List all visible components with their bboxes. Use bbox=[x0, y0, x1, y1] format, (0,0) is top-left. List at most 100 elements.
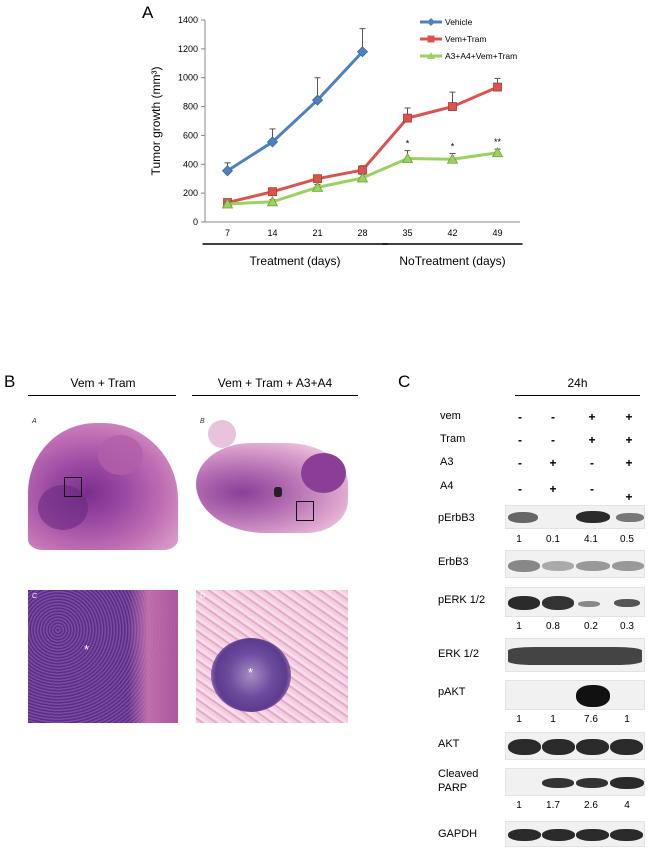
quant-perk-2: 0.8 bbox=[546, 621, 560, 632]
x-tick-label: 42 bbox=[447, 228, 457, 238]
y-tick-label: 600 bbox=[183, 130, 198, 140]
legend-label-1: Vehicle bbox=[445, 17, 473, 27]
x-tick-label: 14 bbox=[267, 228, 277, 238]
panel-b-col1-underline bbox=[28, 395, 176, 396]
sign-a3-1: - bbox=[518, 456, 522, 470]
histology-d-label: D bbox=[200, 593, 206, 600]
y-tick-label: 200 bbox=[183, 188, 198, 198]
legend-marker-2 bbox=[427, 35, 435, 43]
treatment-label-a3: A3 bbox=[440, 456, 454, 468]
band-perbb3-4 bbox=[616, 513, 644, 522]
data-point bbox=[356, 172, 369, 183]
sign-vem-3: + bbox=[588, 410, 596, 424]
quant-pakt-4: 1 bbox=[624, 714, 630, 725]
histology-a-label: A bbox=[32, 418, 37, 425]
legend-label-2: Vem+Tram bbox=[445, 34, 487, 44]
data-point bbox=[221, 165, 234, 177]
series-line-1 bbox=[226, 50, 364, 173]
sign-tram-2: - bbox=[551, 433, 555, 447]
data-point bbox=[491, 146, 504, 158]
band-akt-2 bbox=[542, 739, 575, 755]
sign-a4-1: - bbox=[518, 482, 522, 496]
data-point bbox=[313, 174, 322, 184]
sign-a4-2: + bbox=[549, 482, 557, 496]
quant-parp-3: 2.6 bbox=[584, 800, 598, 811]
quant-perk-1: 1 bbox=[516, 621, 522, 632]
sign-vem-2: - bbox=[551, 410, 555, 424]
panel-a-letter: A bbox=[142, 3, 154, 22]
panel-b-col1-title: Vem + Tram bbox=[70, 376, 136, 390]
blot-label-gapdh: GAPDH bbox=[438, 828, 478, 840]
blot-label-perk: pERK 1/2 bbox=[438, 594, 486, 606]
quant-perbb3-3: 4.1 bbox=[584, 534, 598, 545]
quant-perk-4: 0.3 bbox=[620, 621, 634, 632]
data-point bbox=[268, 187, 277, 197]
time-underline bbox=[515, 395, 640, 396]
data-point bbox=[401, 152, 414, 163]
y-tick-label: 1200 bbox=[178, 44, 198, 54]
blot-akt bbox=[505, 732, 645, 760]
panel-c-letter: C bbox=[398, 372, 411, 391]
treatment-label-tram: Tram bbox=[440, 433, 466, 445]
histology-b-region-box bbox=[296, 501, 314, 521]
legend-label-3: A3+A4+Vem+Tram bbox=[445, 51, 517, 61]
histology-b-combo-lowmag: B bbox=[196, 415, 348, 550]
band-perk-1 bbox=[508, 596, 540, 610]
data-point bbox=[221, 198, 234, 209]
quant-pakt-3: 7.6 bbox=[584, 714, 598, 725]
quant-perbb3-1: 1 bbox=[516, 534, 522, 545]
band-gapdh-4 bbox=[610, 829, 643, 841]
treatment-label-a4: A4 bbox=[440, 480, 454, 492]
data-point bbox=[266, 136, 279, 148]
quant-pakt-1: 1 bbox=[516, 714, 522, 725]
band-parp-2 bbox=[542, 778, 574, 788]
data-point bbox=[356, 46, 369, 58]
quant-parp-4: 4 bbox=[624, 800, 630, 811]
histology-d-combo-highmag: D * bbox=[196, 590, 348, 723]
blot-erk bbox=[505, 638, 645, 672]
quant-parp-1: 1 bbox=[516, 800, 522, 811]
tumor-growth-chart: 0 200 400 600 800 1000 1200 1400 Tumor growth (m… bbox=[149, 15, 523, 268]
blot-label-erbb3: ErbB3 bbox=[438, 556, 469, 568]
time-label: 24h bbox=[567, 376, 588, 390]
blot-erbb3 bbox=[505, 550, 645, 578]
quant-parp-2: 1.7 bbox=[546, 800, 560, 811]
blot-perk bbox=[505, 587, 645, 617]
band-erbb3-1 bbox=[508, 560, 540, 572]
sign-vem-4: + bbox=[625, 410, 633, 424]
x-tick-label: 28 bbox=[357, 228, 367, 238]
blot-cleaved-parp bbox=[505, 768, 645, 796]
sign-a3-4: + bbox=[625, 456, 633, 470]
x-tick-label: 7 bbox=[225, 228, 230, 238]
panel-b-col2-title: Vem + Tram + A3+A4 bbox=[217, 376, 333, 390]
band-erbb3-3 bbox=[576, 561, 610, 571]
histology-a-vem-tram-lowmag: A bbox=[28, 415, 178, 550]
histology-d-asterisk: * bbox=[248, 665, 254, 680]
y-tick-label: 0 bbox=[193, 217, 198, 227]
blot-label-erk: ERK 1/2 bbox=[438, 648, 479, 660]
y-tick-label: 1000 bbox=[178, 73, 198, 83]
sign-tram-4: + bbox=[625, 433, 633, 447]
sign-tram-1: - bbox=[518, 433, 522, 447]
x-tick-label: 49 bbox=[492, 228, 502, 238]
quant-perbb3-4: 0.5 bbox=[620, 534, 634, 545]
data-point bbox=[403, 113, 412, 123]
quant-perk-3: 0.2 bbox=[584, 621, 598, 632]
band-erbb3-2 bbox=[542, 561, 574, 571]
band-erbb3-4 bbox=[612, 561, 644, 571]
data-point bbox=[266, 195, 279, 207]
sign-a3-2: + bbox=[549, 456, 557, 470]
blot-perbb3 bbox=[505, 505, 645, 529]
legend-marker-1 bbox=[427, 18, 435, 26]
band-parp-4 bbox=[610, 777, 644, 789]
histology-b-label: B bbox=[200, 418, 205, 425]
band-akt-3 bbox=[576, 739, 609, 755]
group-label-1: Treatment (days) bbox=[250, 254, 341, 268]
data-point bbox=[446, 153, 459, 164]
significance-mark: * bbox=[406, 139, 410, 149]
band-erk-all bbox=[508, 647, 642, 665]
significance-mark: ** bbox=[494, 137, 502, 147]
sign-a3-3: - bbox=[590, 456, 594, 470]
treatment-label-vem: vem bbox=[440, 410, 461, 422]
band-gapdh-2 bbox=[542, 829, 575, 841]
